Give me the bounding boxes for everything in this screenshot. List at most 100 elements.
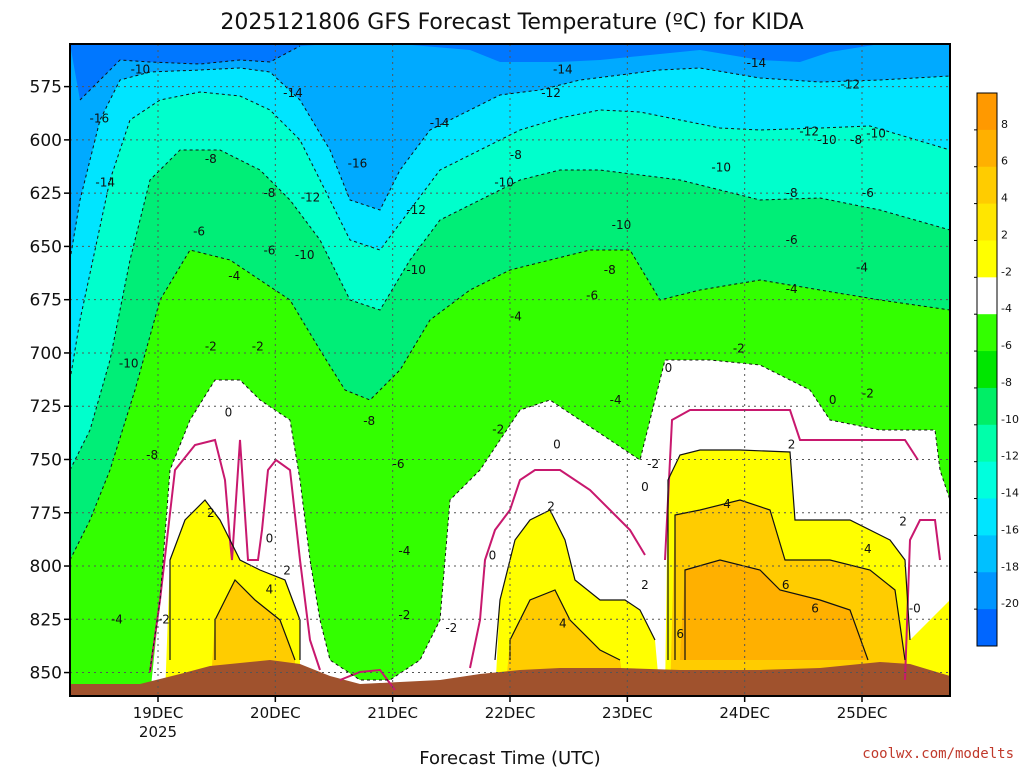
y-tick-label-675: 675 [30, 291, 62, 311]
contour-label: -4 [228, 269, 240, 283]
contour-label: 4 [723, 497, 731, 511]
colorbar-swatch-12 [977, 535, 997, 573]
contour-label: -4 [856, 261, 868, 275]
x-tick-sublabel: 2025 [139, 723, 177, 741]
contour-label: 4 [864, 542, 872, 556]
colorbar-label--20: -20 [1001, 597, 1019, 610]
contour-label: -6 [193, 225, 205, 239]
contour-label: 2 [641, 578, 649, 592]
y-tick-label-825: 825 [30, 610, 62, 630]
contour-label: -6 [263, 244, 275, 258]
contour-label: -2 [398, 608, 410, 622]
contour-label: -16 [348, 156, 368, 170]
colorbar-label-6: 6 [1001, 155, 1008, 168]
band-orange [680, 560, 868, 660]
contour-label: -4 [510, 310, 522, 324]
x-tick-label-25DEC: 25DEC [837, 704, 888, 722]
colorbar-frame [976, 92, 998, 647]
contour-label: -14 [283, 86, 303, 100]
contour-label: -8 [850, 133, 862, 147]
colorbar-label--8: -8 [1001, 376, 1012, 389]
colorbar-swatch-10 [977, 461, 997, 500]
y-tick-label-575: 575 [30, 78, 62, 98]
contour-label: 2 [283, 563, 291, 577]
contour-label: 0 [665, 361, 673, 375]
y-axis: 575 600 625 650 675 700 725 750 775 800 825 850 [30, 78, 70, 684]
contour-label: 4 [266, 582, 274, 596]
contour-label: -2 [647, 457, 659, 471]
contour-label: 0 [641, 480, 649, 494]
contour-label: 0 [489, 548, 497, 562]
contour-label: -8 [604, 263, 616, 277]
contour-label: -6 [862, 186, 874, 200]
contour-label: -4 [398, 544, 410, 558]
contour-label: -10 [295, 248, 315, 262]
contour-label: -2 [205, 340, 217, 354]
y-tick-label-625: 625 [30, 184, 62, 204]
colorbar-swatch-5 [977, 277, 997, 315]
contour-label: -12 [840, 77, 860, 91]
colorbar-swatch-4 [977, 240, 997, 278]
contour-label: -8 [510, 148, 522, 162]
colorbar-swatch-13 [977, 572, 997, 610]
x-tick-label-22DEC: 22DEC [485, 704, 536, 722]
y-tick-label-725: 725 [30, 397, 62, 417]
contour-label: -8 [146, 448, 158, 462]
colorbar-label--6: -6 [1001, 339, 1012, 352]
contour-label: -10 [131, 63, 151, 77]
colorbar-label-8: 8 [1001, 118, 1008, 131]
colorbar-swatch-9 [977, 424, 997, 463]
x-tick-label-21DEC: 21DEC [367, 704, 418, 722]
colorbar-swatch-11 [977, 498, 997, 536]
contour-label: -8 [205, 152, 217, 166]
contour-label: 0 [553, 438, 561, 452]
colorbar-swatch-7 [977, 351, 997, 389]
freezing-contours [149, 409, 941, 691]
colorbar-label--16: -16 [1001, 523, 1019, 536]
contour-label: 6 [676, 627, 684, 641]
contour-label: 0 [225, 406, 233, 420]
colorbar-swatch-0 [977, 93, 997, 131]
contour-label: 6 [811, 602, 819, 616]
credit-text: coolwx.com/modelts [862, 746, 1014, 762]
contour-label: -6 [786, 233, 798, 247]
contour-label: -4 [111, 612, 123, 626]
contour-label: -0 [909, 602, 921, 616]
contour-label: -14 [430, 116, 450, 130]
contour-label: -4 [786, 282, 798, 296]
solid-contours [169, 449, 911, 661]
contour-label: -10 [612, 218, 632, 232]
y-tick-label-600: 600 [30, 131, 62, 151]
contour-label: -12 [541, 86, 561, 100]
colorbar-label--12: -12 [1001, 450, 1019, 463]
contour-label: 6 [782, 578, 790, 592]
contour-label: -2 [492, 423, 504, 437]
colorbar-label-2: 2 [1001, 228, 1008, 241]
contour-label: -6 [586, 288, 598, 302]
contour-label: 2 [547, 499, 555, 513]
colorbar-swatch-8 [977, 387, 997, 426]
contour-label: -8 [786, 186, 798, 200]
contour-label: 0 [829, 393, 837, 407]
contour-label: -10 [406, 263, 426, 277]
contour-label: -10 [711, 161, 731, 175]
dashed-contours [70, 45, 950, 681]
contour-label: -14 [553, 63, 573, 77]
contour-label: -14 [95, 175, 115, 189]
grid-lines [70, 44, 950, 696]
contour-label: 4 [559, 617, 567, 631]
contour-label: -12 [799, 124, 819, 138]
colorbar-label--14: -14 [1001, 487, 1019, 500]
contour-label: -10 [494, 175, 514, 189]
contour-label: -14 [747, 56, 767, 70]
y-tick-label-750: 750 [30, 450, 62, 470]
x-tick-label-20DEC: 20DEC [250, 704, 301, 722]
contour-label: -10 [866, 126, 886, 140]
colorbar-swatch-3 [977, 203, 997, 241]
contour-label: -12 [406, 203, 426, 217]
x-tick-label-24DEC: 24DEC [719, 704, 770, 722]
colorbar: 8 6 4 2 -2 -4 -6 -8 -10 -12 -14 -16 -18 -20 [974, 92, 1019, 647]
contour-labels: -10 -16 -14 -10 -8 -4 -2 -14 -16 -8 -8 -12 -6 -6 -10 -4… [90, 56, 921, 641]
chart-title: 2025121806 GFS Forecast Temperature (ºC)… [220, 10, 803, 35]
